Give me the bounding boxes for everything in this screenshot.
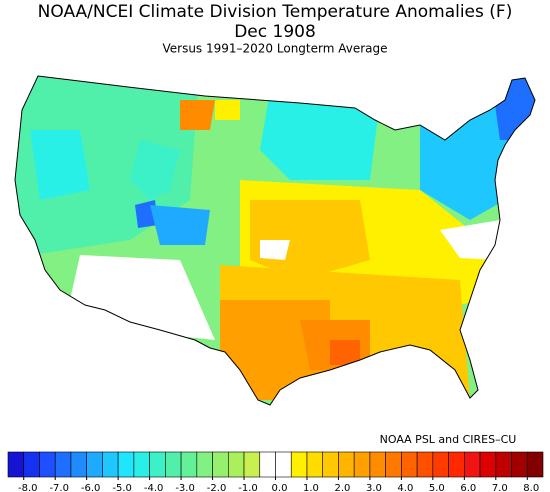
colorbar-tick-label: -1.0 [238,483,258,492]
colorbar-tick-label: 3.0 [366,483,382,492]
title: NOAA/NCEI Climate Division Temperature A… [38,2,513,22]
colorbar-swatch [86,451,103,478]
colorbar-swatch [212,451,229,478]
colorbar-tick-label: -4.0 [144,483,164,492]
colorbar-tick-label: -8.0 [18,483,38,492]
subtitle: Versus 1991–2020 Longterm Average [162,42,387,56]
colorbar-swatch [70,451,87,478]
colorbar-swatch [306,451,324,478]
colorbar-swatch [416,451,434,478]
colorbar-tick-label: 4.0 [397,483,413,492]
colorbar-tick-label: 6.0 [460,483,476,492]
colorbar-swatch [117,451,135,478]
colorbar-tick-label: 8.0 [523,483,539,492]
colorbar-swatch [464,451,481,478]
colorbar-tick-label: 5.0 [429,483,445,492]
colorbar-tick-label: -5.0 [112,483,132,492]
credit: NOAA PSL and CIRES–CU [380,433,517,446]
colorbar-swatch [7,451,25,478]
colorbar-swatch [54,451,72,478]
colorbar-swatch [353,451,371,478]
map [15,76,535,405]
colorbar-swatch [180,451,198,478]
colorbar-swatch [495,451,512,478]
colorbar-tick-label: -6.0 [81,483,101,492]
colorbar-swatch [243,451,261,478]
colorbar-swatch [448,451,465,478]
colorbar-swatch [338,451,355,478]
colorbar-swatch [23,451,40,478]
date: Dec 1908 [234,22,316,42]
colorbar-swatch [401,451,418,478]
us-outline [14,75,536,406]
colorbar-swatch [369,451,386,478]
colorbar-tick-label: -7.0 [49,483,69,492]
colorbar-swatch [432,451,449,478]
colorbar-swatch [133,451,150,478]
colorbar: -8.0 -7.0 -6.0 -5.0 -4.0 -3.0 -2.0 -1.0 0.0 1.0 2.… [7,451,544,492]
colorbar-tick-label: -3.0 [175,483,195,492]
colorbar-swatch [511,451,528,478]
colorbar-swatch [102,451,119,478]
colorbar-swatch [385,451,402,478]
colorbar-swatch [275,451,292,478]
colorbar-tick-label: -2.0 [207,483,227,492]
colorbar-swatch [526,451,544,478]
colorbar-tick-label: 2.0 [334,483,350,492]
colorbar-tick-label: 1.0 [303,483,319,492]
colorbar-tick-label: 7.0 [492,483,508,492]
colorbar-swatch [259,451,276,478]
colorbar-swatch [149,451,166,478]
colorbar-swatch [290,451,308,478]
colorbar-swatch [39,451,56,478]
colorbar-swatch [322,451,339,478]
colorbar-swatch [227,451,245,478]
colorbar-swatch [479,451,497,478]
colorbar-tick-label: 0.0 [272,483,288,492]
colorbar-swatch [165,451,182,478]
colorbar-swatch [196,451,213,478]
